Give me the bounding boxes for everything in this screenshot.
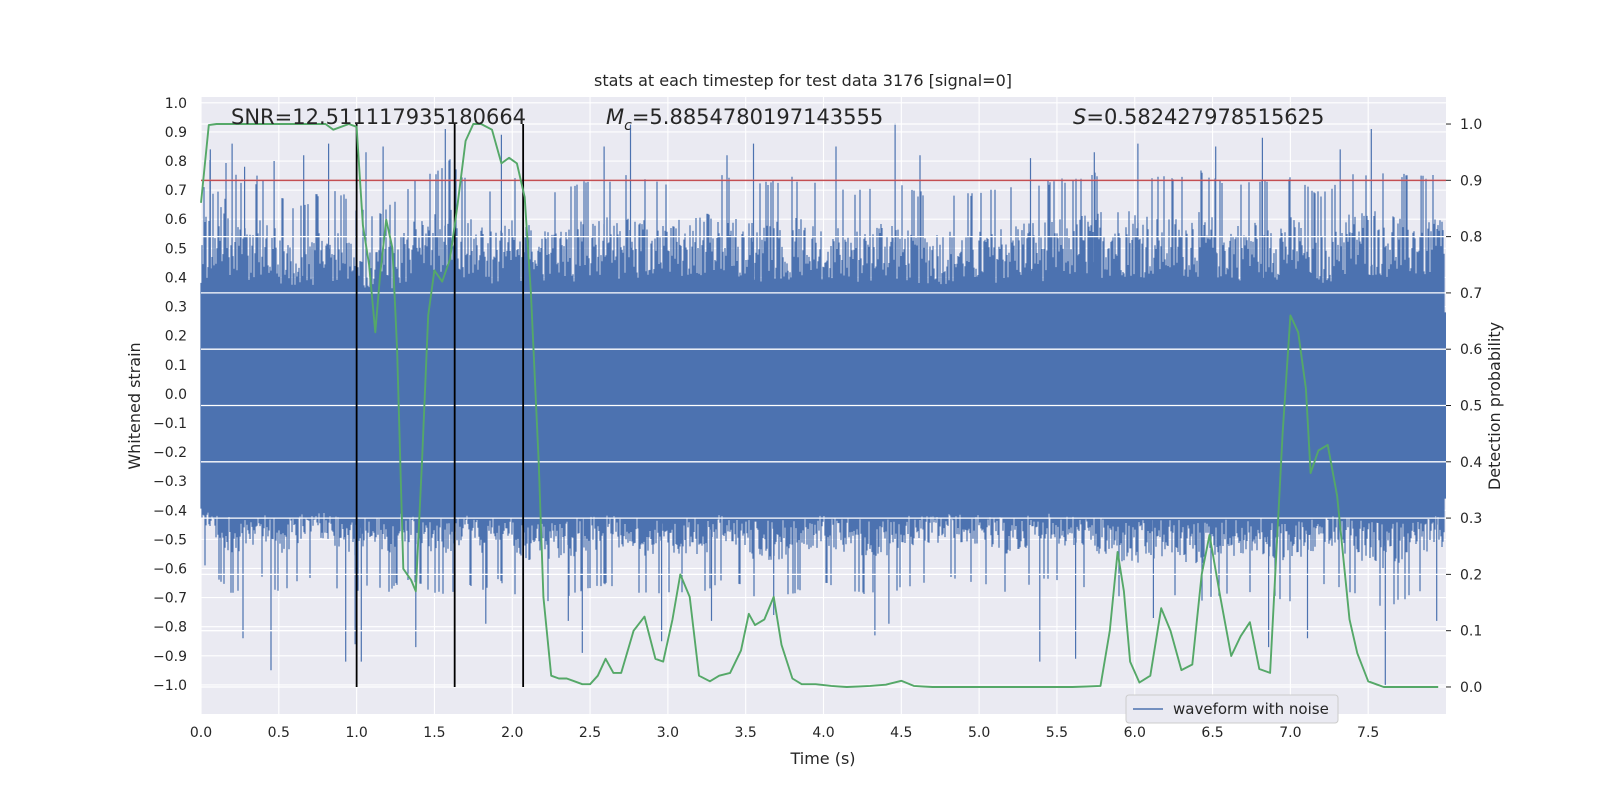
x-axis-label: Time (s) bbox=[789, 749, 855, 768]
probability-line bbox=[200, 123, 1439, 688]
y-tick-label-4: 0.6 bbox=[165, 212, 187, 228]
y-axis-label-right: Detection probability bbox=[1485, 322, 1504, 490]
y-axis-label-left: Whitened strain bbox=[125, 342, 144, 469]
probability-series bbox=[200, 123, 1439, 688]
snr-annotation: SNR=12.511117935180664 bbox=[231, 105, 526, 129]
x-tick-label-15: 7.5 bbox=[1357, 725, 1379, 741]
chirp-mass-symbol: M bbox=[606, 105, 624, 129]
right-tick-label-8: 0.2 bbox=[1460, 567, 1482, 583]
y-tick-label-0: 1.0 bbox=[165, 96, 187, 112]
y-tick-label-7: 0.3 bbox=[165, 300, 187, 316]
x-tick-label-6: 3.0 bbox=[657, 725, 679, 741]
plot-area bbox=[200, 97, 1446, 714]
y-tick-label-18: −0.8 bbox=[153, 620, 187, 636]
x-tick-label-3: 1.5 bbox=[423, 725, 445, 741]
x-tick-label-11: 5.5 bbox=[1046, 725, 1068, 741]
x-tick-label-2: 1.0 bbox=[345, 725, 367, 741]
y-tick-label-5: 0.5 bbox=[165, 241, 187, 257]
y-tick-label-13: −0.3 bbox=[153, 474, 187, 490]
right-tick-label-5: 0.5 bbox=[1460, 399, 1482, 415]
y-tick-label-8: 0.2 bbox=[165, 329, 187, 345]
s-symbol: S bbox=[1073, 105, 1086, 129]
y-tick-label-1: 0.9 bbox=[165, 125, 187, 141]
y-tick-label-19: −0.9 bbox=[153, 649, 187, 665]
annotations: SNR=12.511117935180664 Mc=5.885478019714… bbox=[231, 105, 1324, 134]
legend: waveform with noise bbox=[1125, 694, 1339, 724]
y-tick-label-12: −0.2 bbox=[153, 445, 187, 461]
x-tick-label-1: 0.5 bbox=[268, 725, 290, 741]
chart-title: stats at each timestep for test data 317… bbox=[594, 71, 1012, 90]
vertical-markers bbox=[355, 124, 525, 687]
s-annotation: S=0.582427978515625 bbox=[1073, 105, 1324, 129]
y-tick-label-10: 0.0 bbox=[165, 387, 187, 403]
y-tick-label-3: 0.7 bbox=[165, 183, 187, 199]
y-tick-label-20: −1.0 bbox=[153, 678, 187, 694]
x-tick-label-4: 2.0 bbox=[501, 725, 523, 741]
right-tick-label-7: 0.3 bbox=[1460, 511, 1482, 527]
right-tick-label-2: 0.8 bbox=[1460, 230, 1482, 246]
waveform-line bbox=[200, 123, 1445, 685]
x-tick-label-5: 2.5 bbox=[579, 725, 601, 741]
x-axis: 0.0 0.5 1.0 1.5 2.0 2.5 3.0 3.5 4.0 4.5 5.0 5.5 6.0 6… bbox=[190, 725, 1379, 741]
right-tick-label-6: 0.4 bbox=[1460, 455, 1482, 471]
y-tick-label-2: 0.8 bbox=[165, 154, 187, 170]
y-tick-label-9: 0.1 bbox=[165, 358, 187, 374]
y-tick-label-15: −0.5 bbox=[153, 532, 187, 548]
y-tick-label-17: −0.7 bbox=[153, 591, 187, 607]
y-axis-left: 1.0 0.9 0.8 0.7 0.6 0.5 0.4 0.3 0.2 0.1 0.0 −0.1 −0.… bbox=[153, 96, 187, 694]
legend-box bbox=[1125, 694, 1339, 724]
x-tick-label-14: 7.0 bbox=[1279, 725, 1301, 741]
chirp-mass-value: =5.8854780197143555 bbox=[632, 105, 883, 129]
y-tick-label-6: 0.4 bbox=[165, 270, 187, 286]
chirp-mass-subscript: c bbox=[624, 118, 632, 134]
y-tick-label-14: −0.4 bbox=[153, 503, 187, 519]
right-tick-label-10: 0.0 bbox=[1460, 680, 1482, 696]
right-tick-label-3: 0.7 bbox=[1460, 286, 1482, 302]
s-value: =0.582427978515625 bbox=[1086, 105, 1324, 129]
right-tick-label-9: 0.1 bbox=[1460, 624, 1482, 640]
x-tick-label-9: 4.5 bbox=[890, 725, 912, 741]
y-axis-right: 1.0 0.9 0.8 0.7 0.6 0.5 0.4 0.3 0.2 0.1 0.0 bbox=[1446, 117, 1482, 696]
right-tick-label-1: 0.9 bbox=[1460, 173, 1482, 189]
x-tick-label-0: 0.0 bbox=[190, 725, 212, 741]
x-tick-label-12: 6.0 bbox=[1124, 725, 1146, 741]
x-tick-label-10: 5.0 bbox=[968, 725, 990, 741]
y-tick-label-11: −0.1 bbox=[153, 416, 187, 432]
legend-entry-waveform: waveform with noise bbox=[1173, 700, 1329, 718]
x-tick-label-7: 3.5 bbox=[735, 725, 757, 741]
right-tick-label-4: 0.6 bbox=[1460, 342, 1482, 358]
right-tick-label-0: 1.0 bbox=[1460, 117, 1482, 133]
chirp-mass-annotation: Mc=5.8854780197143555 bbox=[606, 105, 883, 134]
x-tick-label-8: 4.0 bbox=[812, 725, 834, 741]
y-tick-label-16: −0.6 bbox=[153, 561, 187, 577]
x-tick-label-13: 6.5 bbox=[1201, 725, 1223, 741]
